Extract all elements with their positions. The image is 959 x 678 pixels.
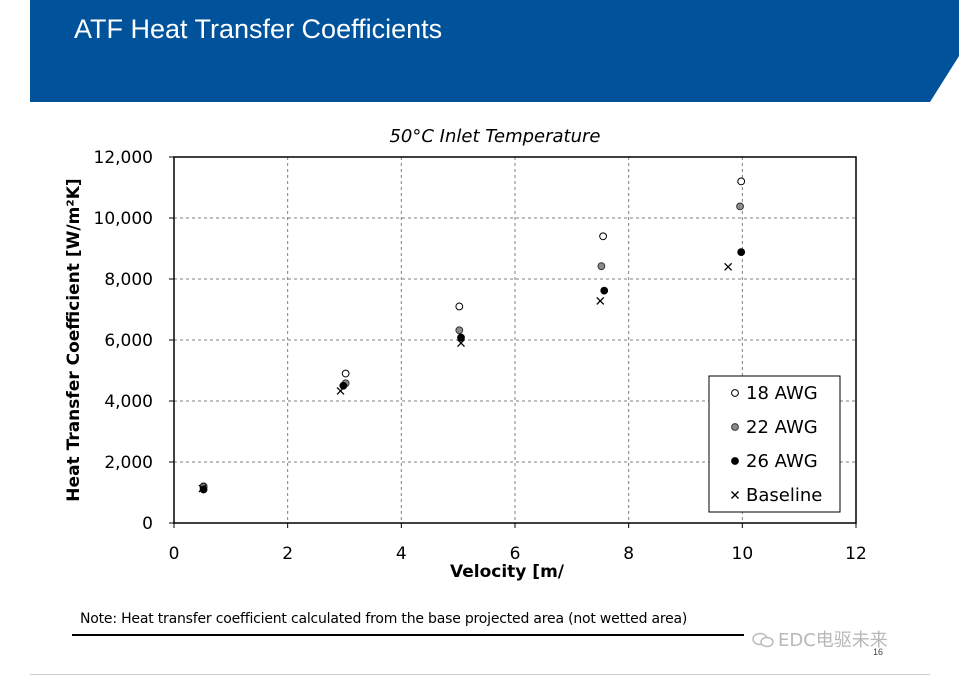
legend: 18 AWG 22 AWG 26 AWG Baseline	[708, 375, 841, 513]
chat-bubble-icon	[752, 632, 774, 648]
legend-marker-26-awg	[731, 457, 739, 465]
data-point-18-awg	[737, 177, 746, 186]
x-tick-label: 8	[623, 544, 634, 564]
legend-marker-18-awg	[731, 389, 739, 397]
y-tick-label: 8,000	[104, 270, 153, 290]
data-point-22-awg	[736, 202, 744, 211]
y-tick-label: 12,000	[94, 148, 153, 168]
data-point-18-awg	[455, 302, 464, 311]
x-tick-label: 6	[510, 544, 521, 564]
footer-rule	[30, 674, 930, 675]
gridlines	[174, 157, 856, 523]
x-tick-label: 4	[396, 544, 407, 564]
y-axis-ticks: 0 2,000 4,000 6,000 8,000 10,000 12,000	[94, 148, 174, 534]
title-banner	[30, 0, 959, 102]
data-point-26-awg	[600, 286, 609, 295]
x-tick-label: 2	[282, 544, 293, 564]
data-point-18-awg	[341, 369, 350, 378]
y-axis-title: Heat Transfer Coefficient [W/m²K]	[64, 178, 84, 501]
data-point-26-awg	[339, 381, 348, 390]
data-point-22-awg	[597, 262, 606, 271]
legend-label-22-awg: 22 AWG	[746, 417, 818, 438]
x-axis-ticks: 0 2 4 6 8 10 12	[169, 523, 867, 564]
title-banner-shape	[30, 0, 959, 102]
y-tick-label: 0	[142, 514, 153, 534]
x-tick-label: 10	[732, 544, 754, 564]
y-tick-label: 10,000	[94, 209, 153, 229]
data-points	[198, 177, 746, 494]
data-point-26-awg	[457, 333, 465, 342]
footnote-rule	[72, 634, 744, 636]
data-point-baseline	[457, 339, 465, 348]
x-tick-label: 12	[845, 544, 867, 564]
legend-marker-22-awg	[731, 423, 739, 431]
legend-box	[708, 375, 841, 513]
slide-title: ATF Heat Transfer Coefficients	[74, 14, 443, 44]
y-tick-label: 6,000	[104, 331, 153, 351]
footnote: Note: Heat transfer coefficient calculat…	[80, 611, 688, 627]
data-point-26-awg	[737, 248, 746, 257]
data-point-baseline	[198, 484, 207, 493]
legend-label-baseline: Baseline	[746, 485, 822, 506]
watermark: EDC电驱未来	[752, 626, 888, 652]
watermark-text: EDC电驱未来	[778, 630, 888, 651]
page-number: 16	[873, 647, 884, 657]
legend-label-26-awg: 26 AWG	[746, 451, 818, 472]
data-point-22-awg	[455, 326, 464, 335]
y-tick-label: 4,000	[104, 392, 153, 412]
data-point-baseline	[336, 386, 345, 395]
x-tick-label: 0	[169, 544, 180, 564]
data-point-baseline	[724, 262, 733, 271]
y-tick-label: 2,000	[104, 453, 153, 473]
legend-label-18-awg: 18 AWG	[746, 383, 818, 404]
legend-marker-baseline	[731, 491, 739, 499]
data-point-18-awg	[599, 232, 607, 241]
x-axis-title: Velocity [m/	[450, 562, 565, 582]
chart-title: 50°C Inlet Temperature	[389, 126, 600, 147]
data-point-baseline	[596, 297, 605, 305]
